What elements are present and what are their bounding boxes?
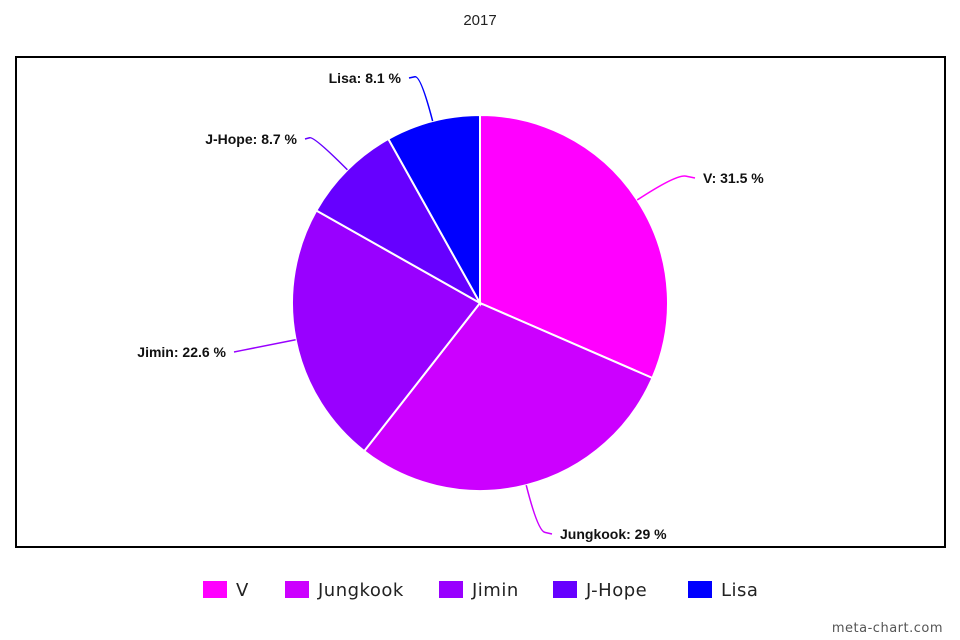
legend: V Jungkook Jimin J-Hope Lisa (203, 580, 758, 601)
chart-title: 2017 (463, 12, 496, 29)
legend-swatch-jungkook (285, 581, 309, 598)
leader-line-jimin (233, 338, 296, 353)
pie-slices (291, 113, 669, 492)
legend-swatch-j-hope (553, 581, 577, 598)
pie-slice-v (479, 113, 669, 380)
leader-line-v (636, 175, 696, 201)
legend-label-lisa: Lisa (721, 580, 758, 601)
pie-slice-lisa (386, 113, 481, 307)
slice-label-jungkook: Jungkook: 29 % (560, 526, 667, 542)
legend-label-j-hope: J-Hope (585, 580, 647, 601)
legend-swatch-lisa (688, 581, 712, 598)
slice-leader-lines (233, 76, 696, 535)
slice-label-v: V: 31.5 % (703, 170, 764, 186)
leader-line-j-hope (304, 136, 348, 171)
legend-label-jungkook: Jungkook (317, 580, 404, 601)
slice-label-lisa: Lisa: 8.1 % (329, 70, 402, 86)
legend-swatch-v (203, 581, 227, 598)
leader-line-lisa (408, 76, 434, 122)
pie-slice-jungkook (362, 301, 654, 492)
slice-labels: V: 31.5 % Jungkook: 29 % Jimin: 22.6 % J-Ho… (137, 70, 764, 542)
watermark: meta-chart.com (832, 621, 943, 636)
slice-label-jimin: Jimin: 22.6 % (137, 344, 226, 360)
slice-label-j-hope: J-Hope: 8.7 % (205, 131, 297, 147)
legend-label-v: V (236, 580, 249, 601)
legend-swatch-jimin (439, 581, 463, 598)
legend-label-jimin: Jimin (471, 580, 519, 601)
leader-line-jungkook (525, 485, 553, 535)
